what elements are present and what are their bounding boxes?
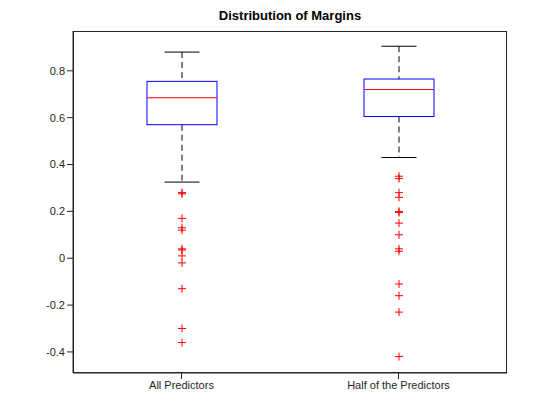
svg-text:All Predictors: All Predictors — [149, 379, 214, 391]
svg-text:Half of the Predictors: Half of the Predictors — [347, 379, 450, 391]
svg-text:-0.2: -0.2 — [46, 299, 65, 311]
svg-text:0: 0 — [59, 252, 65, 264]
svg-text:0.8: 0.8 — [50, 65, 65, 77]
html-text:Distribution of Margins: Distribution of Margins — [218, 8, 362, 23]
svg-text:-0.4: -0.4 — [46, 346, 65, 358]
svg-text:0.4: 0.4 — [50, 158, 65, 170]
svg-text:0.6: 0.6 — [50, 112, 65, 124]
svg-text:0.2: 0.2 — [50, 205, 65, 217]
